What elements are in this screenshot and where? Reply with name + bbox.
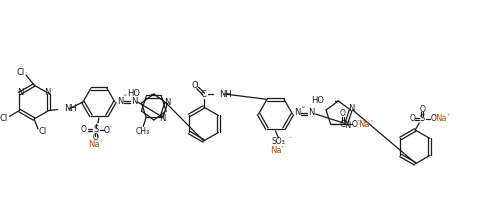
Text: N: N [164,97,170,106]
Text: N: N [130,97,137,106]
Text: O: O [104,126,110,135]
Text: O: O [409,115,415,124]
Text: O: O [419,104,425,113]
Text: N: N [294,108,301,117]
Text: Na: Na [88,140,100,149]
Text: HO: HO [127,88,140,97]
Text: S: S [93,125,98,134]
Text: ⁻: ⁻ [357,120,360,125]
Text: O: O [93,133,99,142]
Text: O: O [81,125,87,134]
Text: ⁺: ⁺ [447,115,450,120]
Text: ⁻: ⁻ [435,115,438,120]
Text: SO₃: SO₃ [272,138,286,147]
Text: Cl: Cl [39,127,47,136]
Text: N: N [159,114,165,123]
Text: ⁺: ⁺ [281,147,284,151]
Text: C: C [201,90,206,99]
Text: O: O [352,120,358,129]
Text: Na: Na [358,120,370,129]
Text: N: N [348,104,355,113]
Text: C: C [340,120,346,129]
Text: O: O [191,81,198,90]
Text: N: N [344,121,350,130]
Text: HO: HO [311,95,325,104]
Text: Cl: Cl [17,68,25,77]
Text: S: S [419,115,425,124]
Text: ⁻: ⁻ [289,138,292,142]
Text: CH₃: CH₃ [136,127,150,136]
Text: ⁺: ⁺ [370,120,373,125]
Text: Na: Na [435,115,447,124]
Text: O: O [340,109,346,118]
Text: N: N [308,108,315,117]
Text: ⁺: ⁺ [99,140,103,145]
Text: NH: NH [64,104,77,113]
Text: N: N [117,97,123,106]
Text: NH: NH [219,90,231,99]
Text: N: N [17,88,24,97]
Text: ⁻: ⁻ [108,126,112,131]
Text: Na: Na [270,147,281,155]
Text: Cl: Cl [0,114,7,123]
Text: O: O [430,115,436,124]
Text: N: N [44,88,51,97]
